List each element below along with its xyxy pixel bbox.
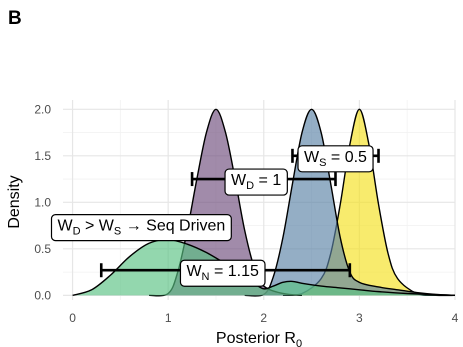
x-tick-label: 3 xyxy=(356,311,363,325)
annotation-3: WN = 1.15 xyxy=(179,259,266,287)
annotation-4: WD > WS → Seq Driven xyxy=(50,214,232,242)
x-tick-label: 2 xyxy=(260,311,267,325)
annotation-subscript: S xyxy=(114,226,121,238)
panel-label: B xyxy=(8,8,22,29)
x-axis-title-main: Posterior R xyxy=(216,330,296,347)
annotation-text-4: WD > WS → Seq Driven xyxy=(58,218,226,238)
density-area-4 xyxy=(72,239,455,296)
y-tick-label: 1.0 xyxy=(34,195,51,209)
annotation-text-part: W xyxy=(58,218,74,235)
annotation-text-part: → Seq Driven xyxy=(121,218,225,235)
density-area-2 xyxy=(244,109,455,297)
annotation-text-part: = 1 xyxy=(254,172,281,189)
density-areas xyxy=(72,108,456,297)
annotation-2: WS = 0.5 xyxy=(297,145,374,173)
x-axis-title-subscript: 0 xyxy=(296,338,302,347)
x-tick-label: 0 xyxy=(69,311,76,325)
annotation-1: WD = 1 xyxy=(224,168,288,196)
annotation-subscript: N xyxy=(202,271,210,283)
annotation-text-3: WN = 1.15 xyxy=(186,263,259,283)
y-axis-title: Density xyxy=(6,175,23,228)
annotation-box-4 xyxy=(50,214,232,242)
density-outline-2 xyxy=(244,108,456,297)
annotation-text-part: W xyxy=(231,172,247,189)
annotation-subscript: D xyxy=(73,226,81,238)
annotation-text-part: W xyxy=(304,149,320,166)
annotation-box-1 xyxy=(224,168,288,196)
annotation-text-1: WD = 1 xyxy=(231,172,281,192)
y-tick-label: 0.0 xyxy=(34,288,51,302)
annotation-subscript: D xyxy=(246,180,254,192)
annotation-subscript: S xyxy=(319,157,326,169)
density-area-1 xyxy=(282,109,455,296)
x-tick-label: 4 xyxy=(452,311,459,325)
annotation-text-2: WS = 0.5 xyxy=(304,149,367,169)
annotation-text-part: = 1.15 xyxy=(210,263,259,280)
annotation-box-3 xyxy=(179,259,266,287)
x-axis-title: Posterior R0 xyxy=(216,330,302,347)
annotation-text-part: W xyxy=(186,263,202,280)
y-tick-label: 0.5 xyxy=(34,242,51,256)
y-tick-label: 1.5 xyxy=(34,149,51,163)
annotation-text-part: = 0.5 xyxy=(326,149,367,166)
y-tick-label: 2.0 xyxy=(34,102,51,116)
annotation-box-2 xyxy=(297,145,374,173)
annotation-text-part: > W xyxy=(81,218,115,235)
tick-labels: 0 1 2 3 4 0.0 0.5 1.0 1.5 2.0 xyxy=(34,102,458,325)
x-tick-label: 1 xyxy=(165,311,172,325)
